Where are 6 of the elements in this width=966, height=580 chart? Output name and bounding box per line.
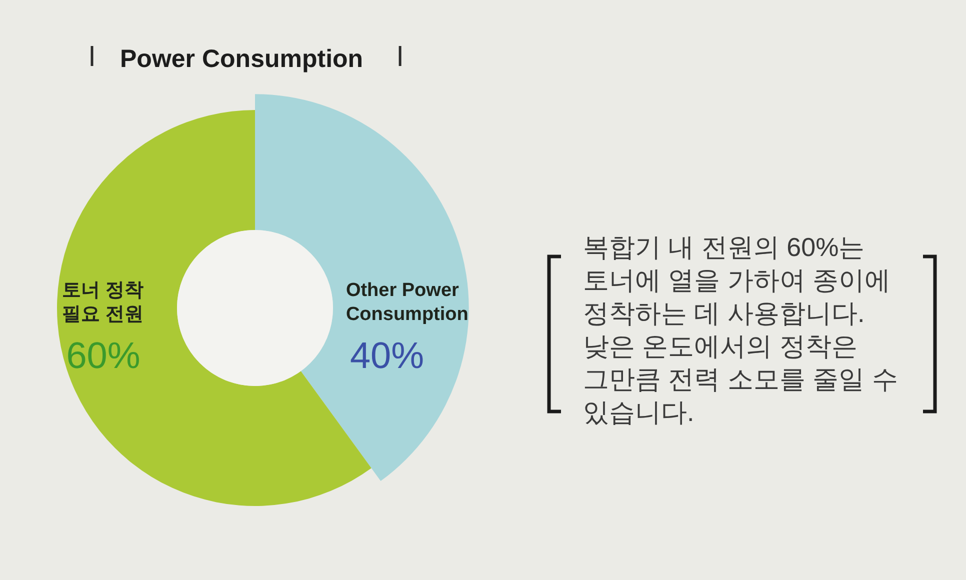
chart-title: Power Consumption [120, 45, 364, 73]
data-label: 40% [350, 335, 424, 376]
slice-label: Other Power Consumption [346, 280, 468, 325]
text: 복합기 내 전원의 60%는 토너에 열을 가하여 종이에 정착하는 데 사용합니다. 낮은 온도에서의 정착은 그만큼 전력 소모를 줄일 수 있습니다. [583, 232, 898, 427]
data-label: 60% [66, 335, 140, 376]
slice-label: 토너 정착 필요 전원 [62, 280, 144, 325]
